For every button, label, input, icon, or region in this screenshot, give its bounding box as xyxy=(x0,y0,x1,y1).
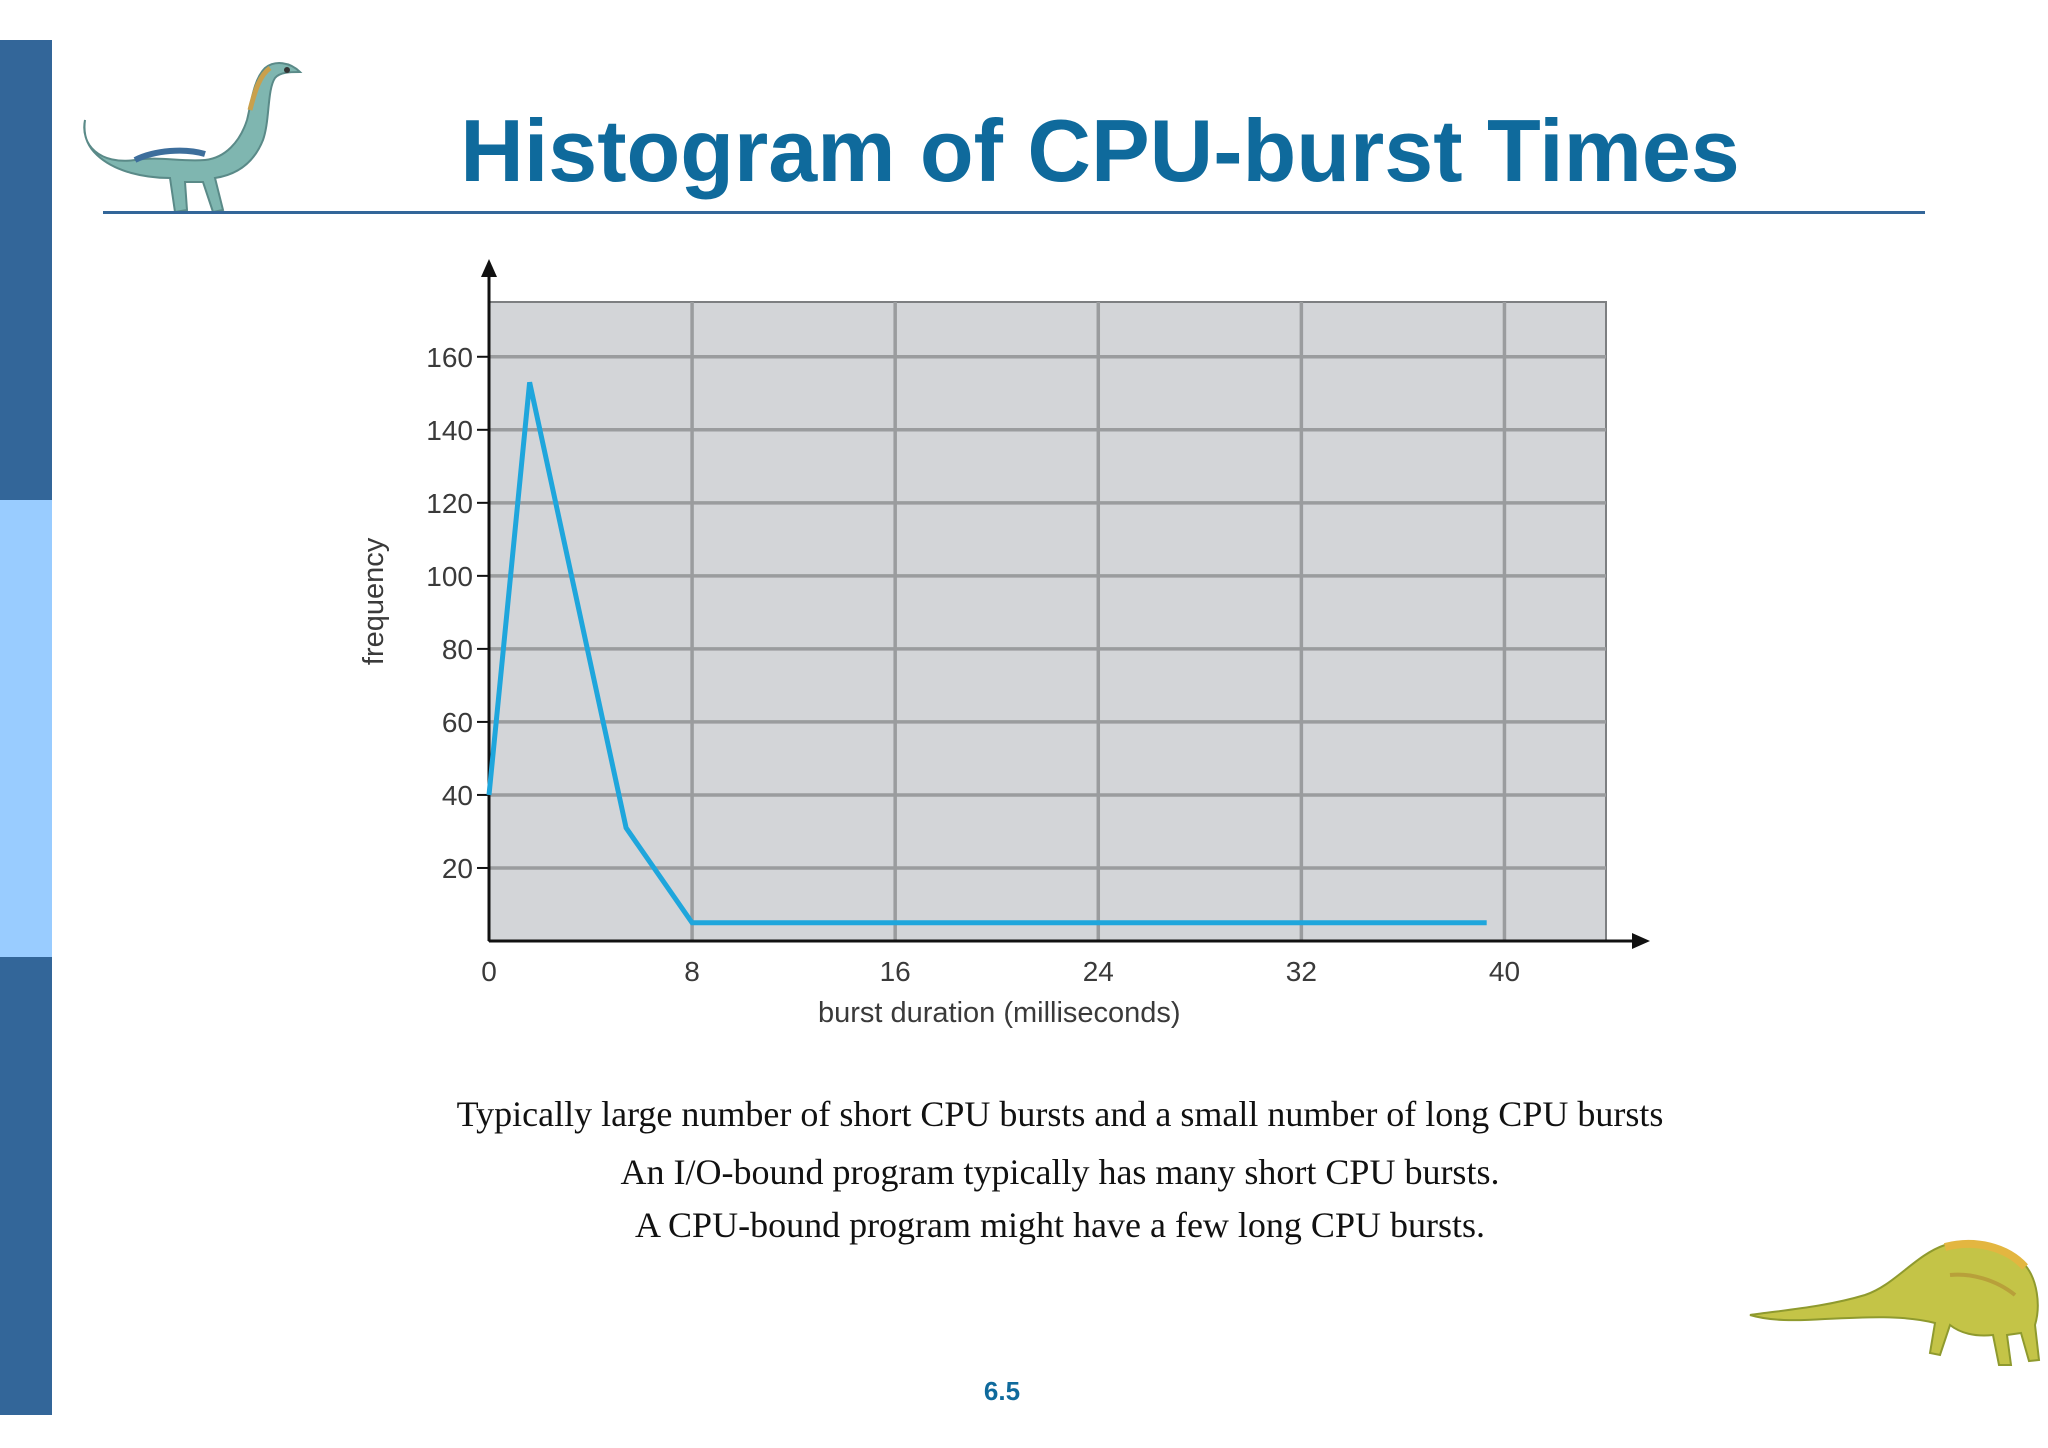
sidebar-stripe-top xyxy=(0,40,52,500)
y-tick-label: 80 xyxy=(442,634,473,665)
y-tick-label: 120 xyxy=(426,488,473,519)
y-tick-label: 60 xyxy=(442,707,473,738)
y-axis-label: frequency xyxy=(358,537,390,665)
caption-line-2: An I/O-bound program typically has many … xyxy=(620,1152,1500,1192)
slide-title: Histogram of CPU-burst Times xyxy=(460,101,1740,200)
y-tick-label: 20 xyxy=(442,853,473,884)
x-axis-label: burst duration (milliseconds) xyxy=(818,997,1181,1029)
page-number: 6.5 xyxy=(983,1376,1021,1406)
title-divider xyxy=(103,211,1925,214)
cpu-burst-histogram-chart: 20 40 60 80 100 120 140 160 0 8 16 24 32 40 burst dura… xyxy=(358,259,1650,1029)
y-tick-label: 40 xyxy=(442,780,473,811)
caption-line-1: Typically large number of short CPU burs… xyxy=(456,1094,1664,1134)
x-tick-label: 8 xyxy=(684,956,700,987)
x-axis-arrow xyxy=(1632,933,1650,949)
dinosaur-top-left-image xyxy=(83,62,303,214)
caption-line-3: A CPU-bound program might have a few lon… xyxy=(635,1205,1485,1245)
x-tick-label: 24 xyxy=(1083,956,1114,987)
y-tick-label: 160 xyxy=(426,342,473,373)
plot-area xyxy=(488,301,1607,942)
sidebar-stripe-middle xyxy=(0,500,52,957)
x-tick-label: 16 xyxy=(880,956,911,987)
dinosaur-bottom-right-image xyxy=(1749,1240,2041,1366)
x-tick-label: 0 xyxy=(481,956,497,987)
sidebar-stripe-bottom xyxy=(0,957,52,1415)
x-tick-label: 40 xyxy=(1489,956,1520,987)
sidebar-stripe xyxy=(0,40,52,1415)
x-tick-label: 32 xyxy=(1286,956,1317,987)
y-axis-arrow xyxy=(481,259,497,277)
y-tick-label: 140 xyxy=(426,415,473,446)
y-tick-label: 100 xyxy=(426,561,473,592)
